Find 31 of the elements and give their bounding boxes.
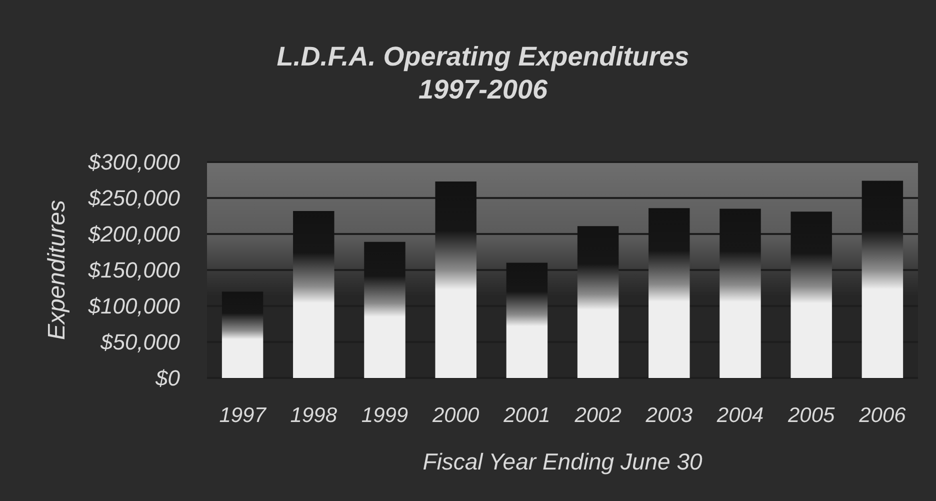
chart-subtitle: 1997-2006	[418, 74, 549, 104]
bar	[435, 181, 476, 378]
bar	[293, 210, 334, 378]
bar	[720, 208, 761, 378]
x-axis-title: Fiscal Year Ending June 30	[422, 448, 703, 474]
y-tick-label: $150,000	[87, 258, 181, 282]
y-tick-label: $300,000	[87, 150, 181, 174]
bar	[364, 242, 406, 378]
y-tick-label: $250,000	[87, 186, 181, 210]
y-tick-label: $50,000	[99, 330, 181, 354]
y-axis-title: Expenditures	[44, 200, 70, 340]
chart-title: L.D.F.A. Operating Expenditures	[276, 42, 690, 72]
bar	[506, 262, 548, 378]
y-tick-label: $200,000	[87, 222, 181, 246]
x-tick-label: 1999	[361, 404, 408, 427]
x-tick-label: 2000	[431, 404, 480, 427]
bar	[648, 208, 690, 378]
bar	[222, 292, 264, 378]
x-tick-label: 1997	[219, 404, 268, 427]
x-tick-label: 2001	[502, 404, 550, 427]
x-tick-label: 2002	[574, 404, 622, 427]
bar	[790, 212, 832, 378]
x-tick-label: 2005	[786, 404, 836, 427]
y-tick-label: $0	[154, 366, 181, 390]
x-tick-label: 2006	[858, 404, 906, 427]
bar	[862, 180, 904, 378]
x-tick-label: 1998	[290, 404, 338, 427]
bar	[577, 226, 619, 378]
x-tick-label: 2004	[716, 404, 764, 427]
x-tick-label: 2003	[644, 404, 693, 427]
y-tick-label: $100,000	[87, 294, 181, 318]
